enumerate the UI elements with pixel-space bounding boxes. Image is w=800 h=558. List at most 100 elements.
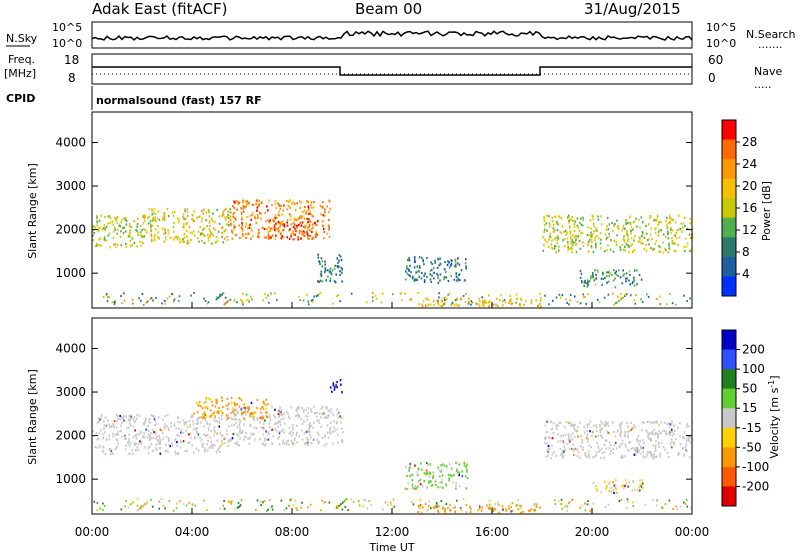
range-cell (186, 242, 189, 245)
range-cell (139, 507, 141, 510)
range-cell (190, 436, 192, 439)
range-cell (433, 300, 435, 303)
range-cell (662, 233, 665, 236)
range-cell (559, 448, 562, 451)
range-cell (308, 220, 310, 223)
range-cell (102, 437, 104, 440)
range-cell (140, 430, 142, 433)
range-cell (568, 216, 570, 219)
range-cell (311, 214, 313, 217)
range-cell (159, 441, 161, 444)
range-cell (230, 222, 232, 225)
range-cell (297, 217, 300, 220)
range-cell (604, 277, 606, 280)
range-cell (665, 432, 667, 435)
range-cell (580, 435, 582, 438)
range-cell (426, 275, 428, 279)
range-cell (475, 302, 478, 305)
range-cell (259, 421, 261, 424)
range-cell (230, 412, 233, 415)
range-cell (263, 437, 266, 440)
range-cell (658, 424, 660, 427)
range-cell (217, 410, 219, 413)
range-cell (178, 221, 180, 224)
range-cell (621, 282, 624, 285)
range-cell (621, 229, 623, 232)
range-cell (569, 438, 571, 441)
range-cell (418, 270, 421, 273)
range-cell (462, 295, 465, 297)
range-cell (567, 422, 570, 425)
range-cell (581, 224, 584, 227)
range-cell (564, 448, 567, 451)
range-cell (422, 300, 425, 303)
range-cell (657, 223, 659, 226)
range-cell (307, 439, 310, 442)
range-cell (443, 303, 446, 306)
range-cell (150, 223, 152, 226)
range-cell (226, 235, 229, 238)
range-cell (110, 425, 113, 428)
range-cell (362, 505, 365, 508)
range-cell (111, 451, 113, 454)
range-cell (586, 503, 589, 506)
range-cell (582, 446, 584, 449)
range-cell (139, 240, 141, 243)
range-cell (372, 296, 374, 299)
range-cell (255, 427, 258, 430)
range-cell (289, 206, 291, 209)
range-cell (210, 430, 212, 433)
range-cell (560, 503, 563, 505)
range-cell (261, 201, 263, 204)
range-cell (274, 292, 276, 295)
range-cell (274, 416, 277, 419)
range-cell (227, 210, 229, 213)
range-cell (231, 231, 234, 234)
range-cell (259, 500, 262, 503)
range-cell (260, 426, 263, 429)
range-cell (273, 224, 276, 227)
range-cell (563, 442, 565, 445)
range-cell (688, 456, 691, 459)
range-cell (626, 232, 628, 235)
range-cell (199, 225, 201, 228)
range-cell (476, 508, 479, 511)
x-tick-label: 16:00 (475, 525, 510, 539)
range-cell (162, 216, 165, 219)
range-cell (650, 432, 653, 435)
range-cell (260, 415, 263, 418)
range-cell (640, 485, 643, 488)
range-cell (443, 297, 446, 300)
range-cell (455, 298, 458, 301)
range-cell (675, 303, 677, 306)
range-cell (239, 429, 241, 432)
range-cell (309, 210, 311, 213)
range-cell (229, 211, 232, 214)
range-cell (193, 412, 195, 415)
range-cell (105, 293, 108, 295)
range-cell (133, 421, 136, 424)
range-cell (321, 436, 324, 440)
range-cell (196, 419, 198, 422)
range-cell (182, 440, 185, 443)
range-cell (250, 226, 252, 230)
range-cell (291, 441, 294, 444)
range-cell (108, 434, 110, 437)
range-cell (641, 230, 644, 234)
range-cell (557, 424, 559, 427)
range-cell (633, 284, 636, 287)
range-cell (669, 221, 672, 224)
range-cell (276, 216, 278, 219)
x-tick-label: 00:00 (675, 525, 710, 539)
range-cell (233, 507, 236, 510)
range-cell (120, 295, 122, 297)
range-cell (481, 506, 484, 509)
range-cell (341, 441, 344, 444)
range-cell (179, 238, 181, 241)
range-cell (422, 259, 424, 262)
colorbar-tick-label: 100 (742, 362, 765, 376)
range-cell (559, 502, 562, 505)
range-cell (446, 263, 449, 267)
range-cell (271, 405, 273, 408)
range-cell (568, 221, 571, 224)
